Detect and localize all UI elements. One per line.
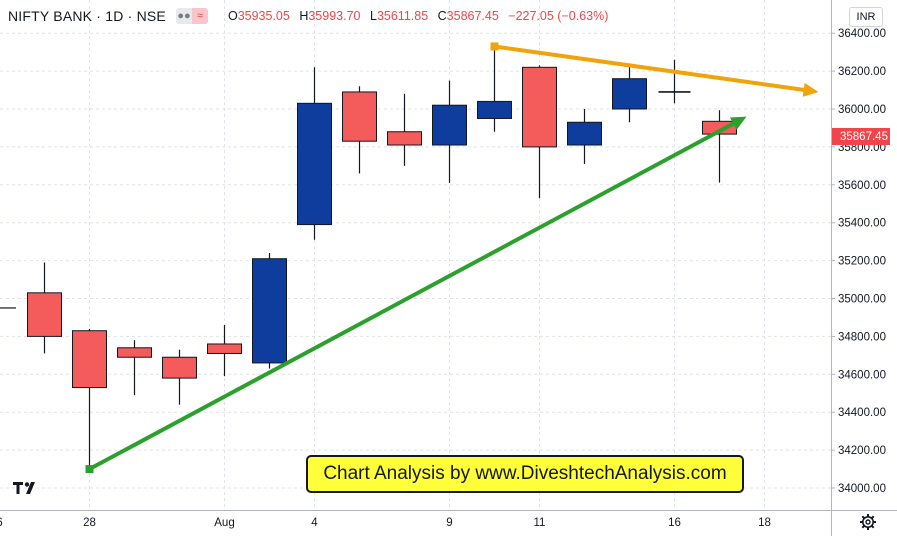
candle-body: [72, 330, 107, 389]
resistance-trendline-arrowhead: [802, 82, 819, 97]
close-value: 35867.45: [446, 9, 499, 23]
time-tick-label: 18: [758, 517, 771, 529]
last-price-tag: 35867.45: [832, 128, 890, 145]
ohlc-readout: O35935.05 H35993.70 L35611.85 C35867.45 …: [227, 9, 609, 23]
price-tick-label: 36200.00: [838, 66, 886, 78]
time-tick-label: Aug: [214, 517, 234, 529]
candle-body: [432, 104, 467, 146]
candle-body: [27, 292, 62, 337]
time-tick-label: 9: [446, 517, 452, 529]
candle-body: [567, 121, 602, 146]
candle-body: [342, 91, 377, 142]
candle-body: [522, 66, 557, 148]
tradingview-logo-icon[interactable]: [12, 478, 40, 498]
candle-body: [297, 102, 332, 226]
price-tick-label: 34200.00: [838, 445, 886, 457]
resistance-trendline-anchor: [490, 42, 499, 51]
candle-body: [477, 100, 512, 119]
settings-gear-icon[interactable]: [859, 513, 877, 531]
resistance-trendline-line: [492, 44, 806, 92]
price-tick-label: 35200.00: [838, 256, 886, 268]
price-tick-label: 34600.00: [838, 369, 886, 381]
time-tick-label: 6: [0, 517, 3, 529]
candle-body: [387, 131, 422, 146]
change-value: −227.05 (−0.63%): [508, 9, 609, 23]
candle-body: [207, 343, 242, 354]
time-tick-label: 28: [83, 517, 96, 529]
price-tick-label: 34800.00: [838, 331, 886, 343]
time-tick-label: 4: [311, 517, 318, 529]
low-value: 35611.85: [376, 9, 429, 23]
open-value: 35935.05: [237, 9, 290, 23]
price-tick-label: 34400.00: [838, 407, 886, 419]
support-trendline-anchor: [85, 465, 94, 474]
price-tick-label: 35000.00: [838, 294, 886, 306]
high-value: 35993.70: [308, 9, 361, 23]
currency-button[interactable]: INR: [849, 7, 883, 27]
chart-type-toggle[interactable]: ●● ≈: [175, 8, 208, 24]
time-tick-label: 11: [534, 517, 546, 529]
watermark-banner: Chart Analysis by www.DiveshtechAnalysis…: [306, 455, 744, 493]
price-tick-label: 36000.00: [838, 104, 886, 116]
price-tick-label: 36400.00: [838, 28, 886, 40]
compare-icon[interactable]: ●●: [175, 8, 192, 24]
support-trendline-line: [87, 121, 736, 472]
price-tick-label: 34000.00: [838, 483, 886, 495]
candle-body: [252, 258, 287, 364]
symbol-header: NIFTY BANK · 1D · NSE ●● ≈ O35935.05 H35…: [8, 6, 614, 26]
support-trendline-arrowhead: [729, 116, 747, 130]
candle-body: [612, 78, 647, 110]
candle-body: [117, 347, 152, 358]
wave-icon[interactable]: ≈: [191, 8, 208, 24]
candle-body: [162, 356, 197, 379]
time-tick-label: 16: [668, 517, 681, 529]
price-tick-label: 35600.00: [838, 180, 886, 192]
symbol-title[interactable]: NIFTY BANK · 1D · NSE: [8, 8, 166, 24]
price-tick-label: 35400.00: [838, 218, 886, 230]
